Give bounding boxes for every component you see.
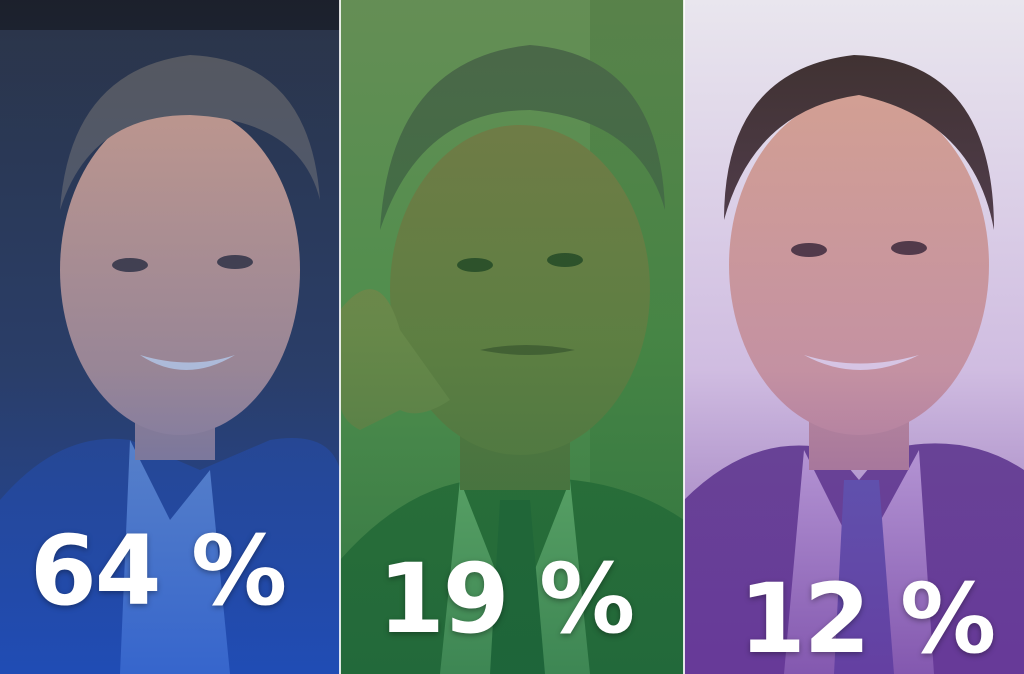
- blue-tint-overlay: [0, 0, 340, 674]
- green-tint-overlay: [340, 0, 684, 674]
- percentage-2: 19 %: [378, 543, 635, 655]
- panel-divider: [683, 0, 685, 674]
- percentage-1: 64 %: [30, 515, 287, 627]
- panel-divider: [339, 0, 341, 674]
- candidate-panel-2: 19 %: [340, 0, 684, 674]
- candidate-panel-1: 64 %: [0, 0, 340, 674]
- purple-tint-overlay: [684, 0, 1024, 674]
- candidate-panel-3: 12 %: [684, 0, 1024, 674]
- percentage-3: 12 %: [739, 563, 996, 674]
